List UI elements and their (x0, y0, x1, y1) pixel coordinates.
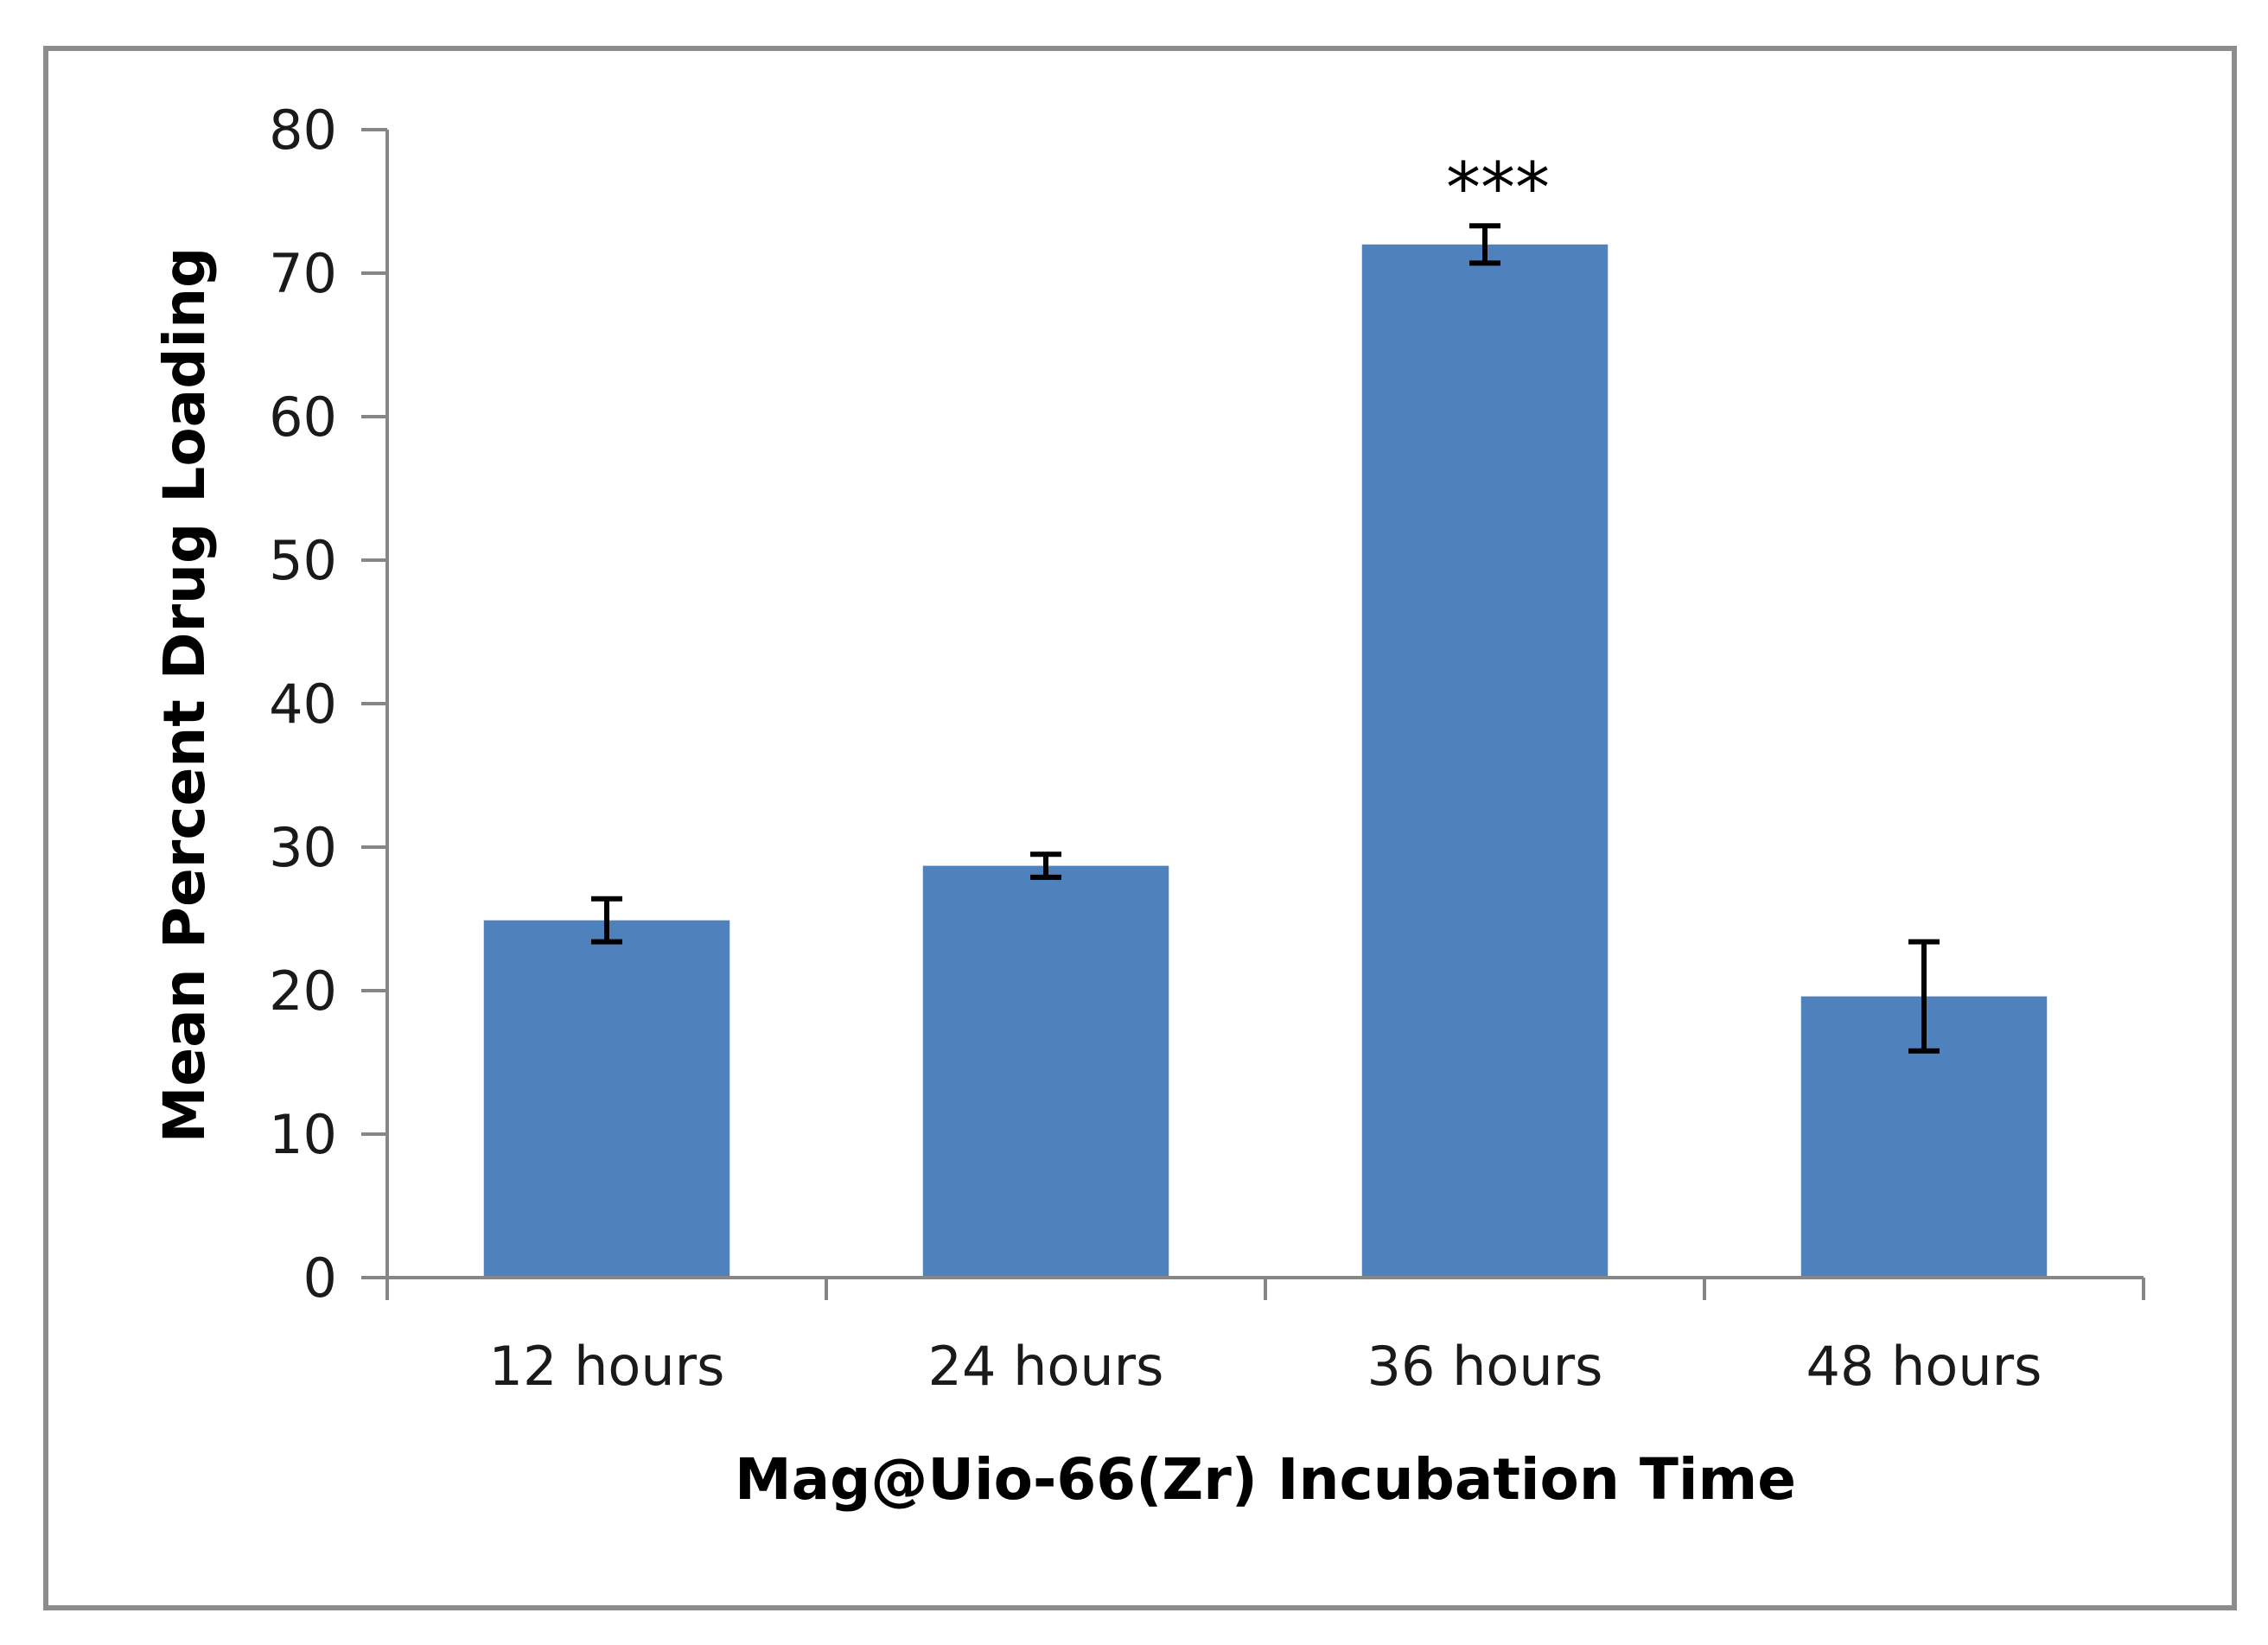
y-tick-label: 10 (269, 1103, 337, 1166)
error-bars-layer (591, 223, 1940, 1054)
x-tick-label: 36 hours (1367, 1335, 1603, 1398)
x-tick-label: 48 hours (1806, 1335, 2042, 1398)
y-tick-label: 80 (269, 99, 337, 162)
chart-frame (43, 46, 2237, 1610)
error-bar-36-hours (1469, 223, 1500, 266)
bar-24-hours (922, 865, 1169, 1278)
error-bar-24-hours (1030, 851, 1061, 880)
y-tick-label: 60 (269, 386, 337, 449)
significance-marker: *** (1446, 148, 1550, 228)
axes-layer (361, 128, 2145, 1300)
y-tick-label: 70 (269, 242, 337, 305)
error-bar-48-hours (1908, 939, 1940, 1054)
y-axis-title: Mean Percent Drug Loading (151, 247, 218, 1144)
x-tick-label: 24 hours (928, 1335, 1164, 1398)
bar-12-hours (483, 920, 730, 1278)
x-axis-title: Mag@Uio-66(Zr) Incubation Time (735, 1446, 1796, 1513)
y-tick-label: 30 (269, 816, 337, 879)
labels-layer: 0 10 20 30 40 50 60 70 80 12 hours 24 hours 36 hour… (269, 99, 2042, 1398)
y-tick-label: 40 (269, 673, 337, 736)
bar-36-hours (1361, 244, 1609, 1278)
y-tick-label: 0 (303, 1247, 337, 1310)
bars-layer (483, 244, 2048, 1278)
y-tick-label: 20 (269, 960, 337, 1023)
y-tick-label: 50 (269, 529, 337, 592)
error-bar-12-hours (591, 896, 622, 945)
x-tick-label: 12 hours (489, 1335, 725, 1398)
